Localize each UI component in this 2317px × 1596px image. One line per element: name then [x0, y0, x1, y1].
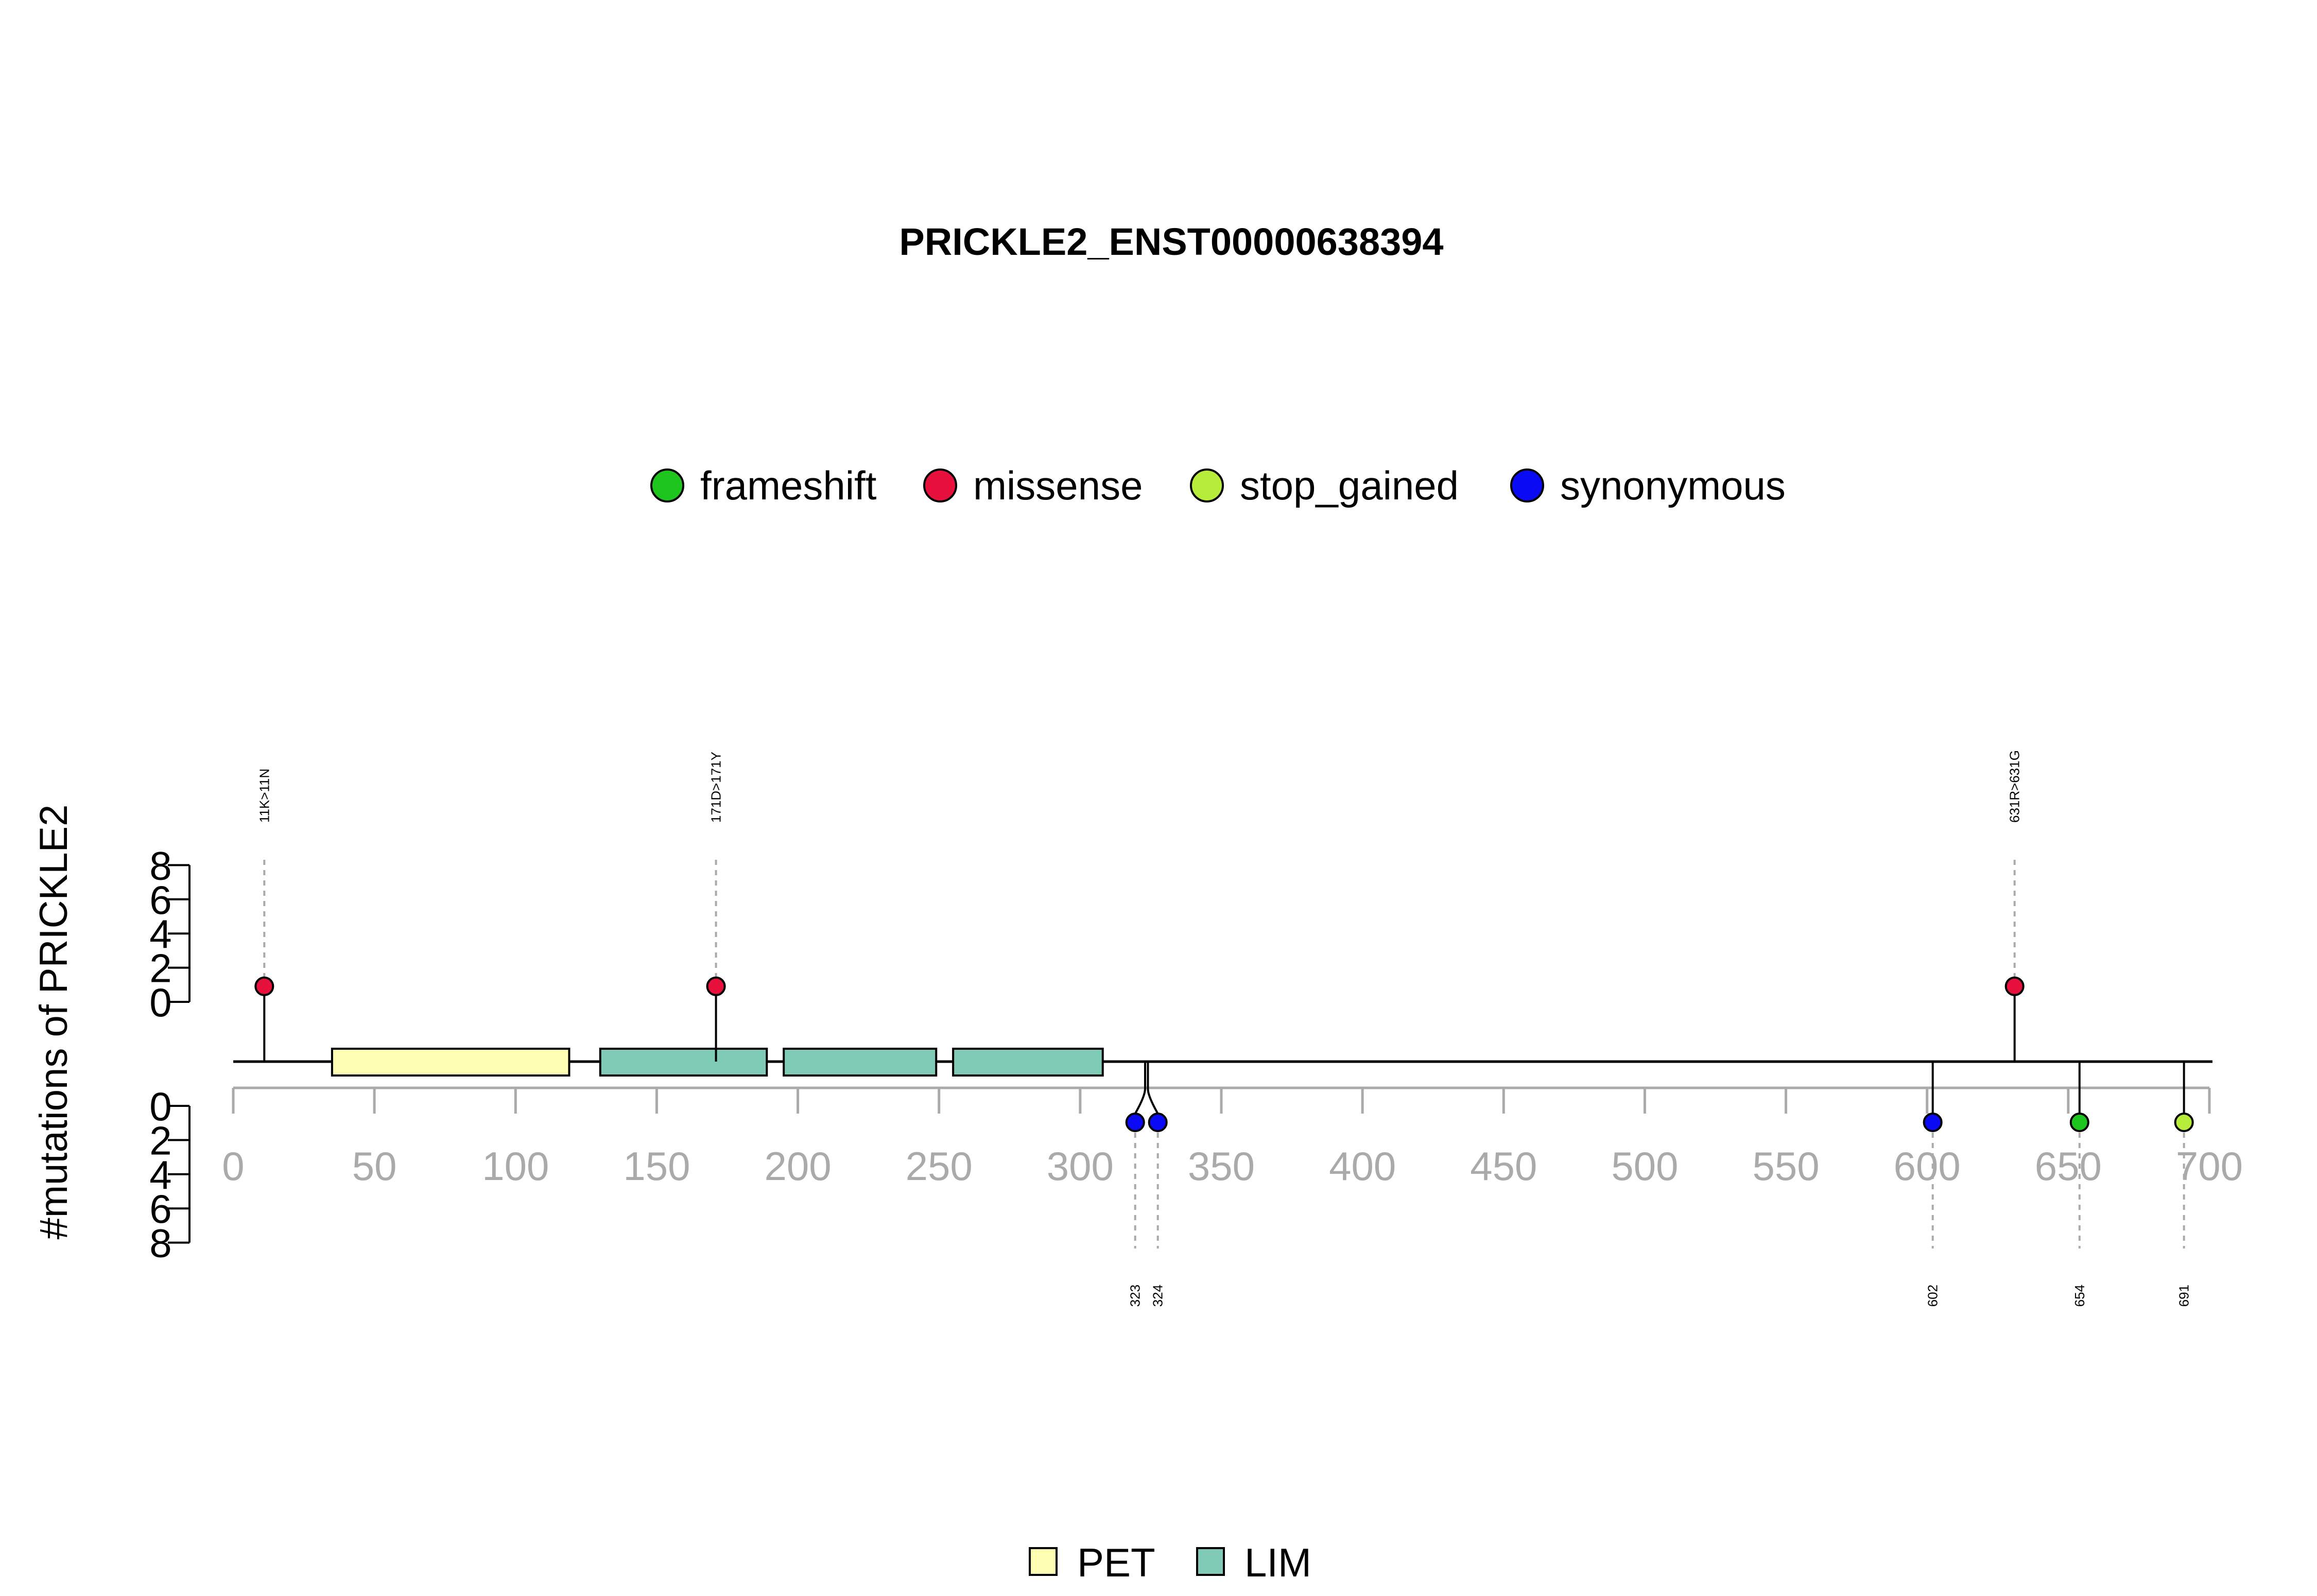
mutation-label: 631R>631G	[2007, 750, 2022, 823]
x-tick-label: 400	[1329, 1143, 1396, 1189]
mutation-stem-branch	[1134, 1088, 1146, 1114]
legend-label-missense: missense	[973, 463, 1143, 508]
legend-label-frameshift: frameshift	[700, 463, 877, 508]
mutation-label: 691	[2176, 1285, 2192, 1307]
x-tick-label: 450	[1470, 1143, 1537, 1189]
domain-legend-label-lim: LIM	[1244, 1540, 1311, 1585]
x-tick-label: 100	[482, 1143, 549, 1189]
y-tick-label-bottom: 8	[149, 1221, 171, 1266]
mutation-label: 11K>11N	[256, 769, 272, 823]
x-tick-label: 150	[623, 1143, 690, 1189]
domain-legend-swatch-pet	[1029, 1547, 1058, 1576]
mutation-label: 323	[1128, 1285, 1143, 1307]
mutation-point-missense	[2004, 976, 2025, 996]
mutation-stem-branch	[1147, 1088, 1159, 1114]
y-tick-label-top: 4	[149, 911, 171, 957]
y-tick-label-top: 8	[149, 843, 171, 888]
mutation-label: 602	[1925, 1285, 1941, 1307]
domain-legend-swatch-lim	[1196, 1547, 1225, 1576]
domain-lim	[952, 1048, 1104, 1077]
legend-marker-frameshift	[650, 469, 684, 502]
legend-marker-missense	[923, 469, 957, 502]
x-tick-label: 0	[222, 1143, 244, 1189]
domain-legend-label-pet: PET	[1077, 1540, 1155, 1585]
y-tick-label-bottom: 6	[149, 1186, 171, 1231]
x-tick-label: 700	[2176, 1143, 2243, 1189]
y-tick-label-top: 6	[149, 877, 171, 923]
mutation-label: 171D>171Y	[708, 752, 724, 823]
legend-label-stop_gained: stop_gained	[1240, 463, 1459, 508]
x-tick-label: 500	[1611, 1143, 1678, 1189]
mutation-label: 324	[1150, 1285, 1166, 1307]
protein-domains	[331, 1048, 1104, 1077]
x-tick-label: 350	[1188, 1143, 1255, 1189]
mutation-labels: 11K>11N 171D>171Y 631R>631G 323 324 602 654 691	[256, 750, 2191, 1307]
y-tick-label-top: 2	[149, 946, 171, 991]
mutation-legend: frameshift missense stop_gained synonymous	[650, 463, 1786, 508]
y-tick-label-bottom: 0	[149, 1084, 171, 1129]
x-tick-label: 550	[1753, 1143, 1820, 1189]
domain-pet	[331, 1048, 570, 1077]
mutation-point-synonymous	[1125, 1113, 1145, 1132]
x-tick-label: 50	[352, 1143, 397, 1189]
legend-marker-synonymous	[1510, 469, 1544, 502]
mutation-point-synonymous	[1923, 1113, 1943, 1132]
legend-marker-stop_gained	[1190, 469, 1224, 502]
x-tick-label: 650	[2035, 1143, 2102, 1189]
domain-lim	[599, 1048, 768, 1077]
mutation-point-frameshift	[2069, 1113, 2089, 1132]
y-tick-label-bottom: 4	[149, 1152, 171, 1198]
x-tick-label: 300	[1047, 1143, 1114, 1189]
x-tick-label: 250	[906, 1143, 973, 1189]
x-tick-label: 600	[1894, 1143, 1961, 1189]
mutation-point-stop_gained	[2174, 1113, 2194, 1132]
mutation-stems	[263, 860, 2185, 1248]
x-tick-label: 200	[765, 1143, 832, 1189]
mutation-points	[254, 976, 2194, 1132]
chart-title: PRICKLE2_ENST00000638394	[899, 220, 1443, 263]
mutation-point-missense	[254, 976, 274, 996]
legend-label-synonymous: synonymous	[1560, 463, 1786, 508]
mutation-point-missense	[706, 976, 726, 996]
y-tick-label-bottom: 2	[149, 1118, 171, 1163]
domain-legend: PET LIM	[1029, 1540, 1311, 1585]
mutation-point-synonymous	[1148, 1113, 1168, 1132]
domain-lim	[783, 1048, 938, 1077]
mutation-label: 654	[2072, 1285, 2087, 1307]
y-tick-label-top: 0	[149, 980, 171, 1025]
x-axis: 0 50 100 150 200 250 300 350 400 450 500 550 600 650 7…	[222, 1086, 2243, 1189]
y-axis-label: #mutations of PRICKLE2	[32, 805, 76, 1240]
